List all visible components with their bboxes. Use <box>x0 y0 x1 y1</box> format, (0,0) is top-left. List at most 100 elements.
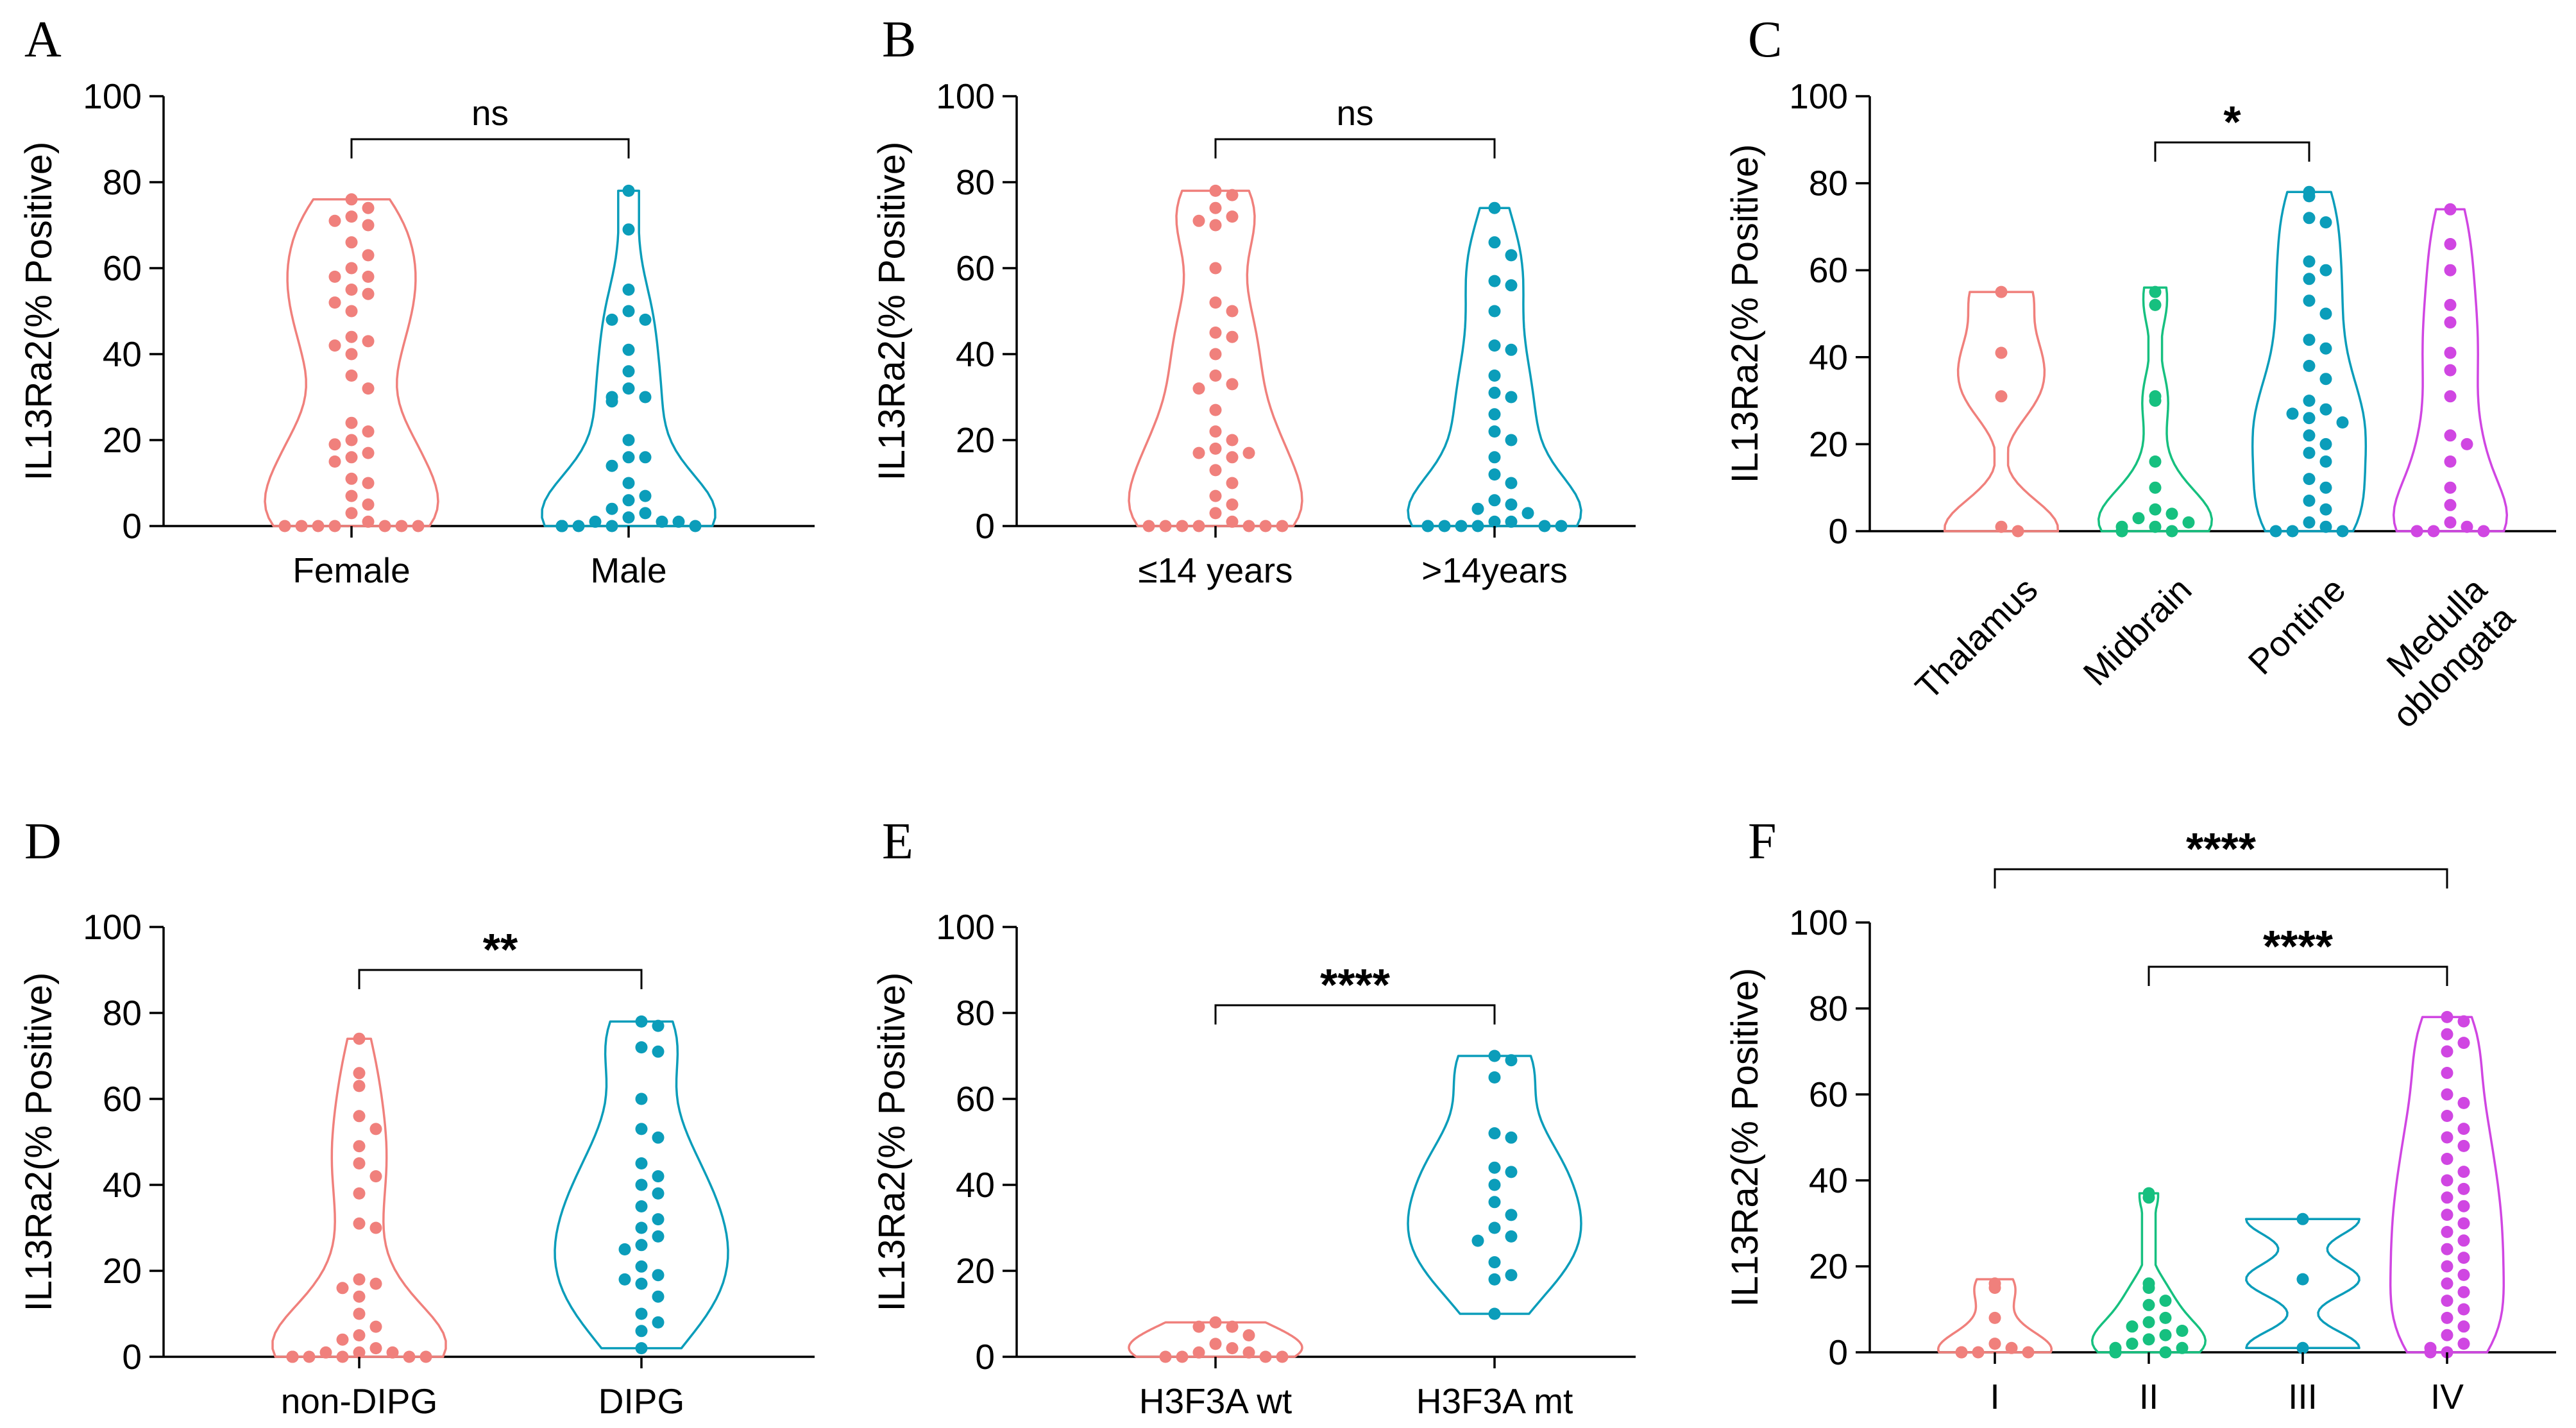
x-category-label: Pontine <box>2241 570 2353 683</box>
data-point <box>1488 370 1501 382</box>
data-point <box>618 1243 631 1255</box>
data-point <box>652 1170 665 1183</box>
data-point <box>403 1350 416 1363</box>
data-point <box>652 1131 665 1144</box>
data-point <box>2444 298 2457 311</box>
data-point <box>1242 520 1255 532</box>
data-point <box>1505 343 1518 356</box>
x-category-label: non-DIPG <box>281 1381 438 1421</box>
data-point <box>2142 1298 2155 1311</box>
data-point <box>2457 1123 2470 1135</box>
data-point <box>1521 507 1534 520</box>
data-point <box>1192 1320 1205 1333</box>
data-point <box>328 438 341 451</box>
data-point <box>2176 1341 2189 1354</box>
data-point <box>635 1221 648 1234</box>
data-point <box>622 477 635 489</box>
data-point <box>2457 1234 2470 1247</box>
data-point <box>369 1123 382 1135</box>
y-tick-label: 0 <box>122 1337 142 1377</box>
violin-II <box>2090 1192 2207 1354</box>
data-point <box>2457 1303 2470 1316</box>
data-point <box>1505 391 1518 404</box>
data-point <box>1226 477 1239 489</box>
y-tick-label: 60 <box>1809 1075 1848 1114</box>
data-point <box>2109 1346 2122 1359</box>
data-point <box>2176 1325 2189 1337</box>
data-point <box>652 1269 665 1282</box>
data-point <box>1471 502 1484 515</box>
data-point <box>2005 1341 2018 1354</box>
data-point <box>2159 1295 2172 1307</box>
data-point <box>2441 1191 2453 1204</box>
data-point <box>2457 1268 2470 1281</box>
data-point <box>2149 481 2162 494</box>
y-axis-label: IL13Ra2(% Positive) <box>18 142 60 481</box>
data-point <box>362 335 375 348</box>
data-point <box>622 434 635 446</box>
data-point <box>2149 520 2162 533</box>
data-point <box>336 1333 349 1346</box>
x-category-label: >14years <box>1421 550 1568 590</box>
data-point <box>1159 1350 1172 1363</box>
data-point <box>2303 190 2316 203</box>
y-tick-label: 0 <box>975 506 995 546</box>
data-point <box>353 1157 366 1169</box>
data-point <box>2441 1260 2453 1273</box>
data-point <box>2319 503 2332 516</box>
data-point <box>2441 1045 2453 1058</box>
data-point <box>1209 489 1222 502</box>
data-point <box>2142 1191 2155 1204</box>
significance-bracket <box>350 138 630 158</box>
data-point <box>2303 273 2316 285</box>
panel-E: E IL13Ra2(% Positive) 0 20 40 60 80 100 H3F3A wt… <box>871 813 1636 1421</box>
data-point <box>1488 339 1501 352</box>
panel-A: A IL13Ra2(% Positive) 0 20 40 60 80 100 Female Ma… <box>18 12 815 590</box>
data-point <box>2461 520 2473 533</box>
data-point <box>1455 520 1468 532</box>
data-point <box>2142 1316 2155 1329</box>
y-tick-label: 0 <box>1828 511 1848 551</box>
data-point <box>1242 446 1255 459</box>
data-point <box>1209 348 1222 361</box>
data-point <box>1505 1269 1518 1282</box>
data-point <box>1471 1234 1484 1247</box>
data-point <box>312 520 325 532</box>
data-point <box>2411 525 2423 538</box>
data-point <box>1538 520 1551 532</box>
violin-non-DIPG <box>271 1037 447 1358</box>
data-point <box>345 210 358 223</box>
data-point <box>345 434 358 446</box>
x-category-label: Male <box>590 550 666 590</box>
data-point <box>1226 1320 1239 1333</box>
data-point <box>1226 1342 1239 1355</box>
data-point <box>278 520 291 532</box>
x-category-label-line: Pontine <box>2241 570 2353 683</box>
data-point <box>2182 516 2195 529</box>
data-point <box>1505 498 1518 511</box>
significance-label: ** <box>483 924 518 974</box>
data-point <box>2441 1174 2453 1187</box>
data-point <box>2159 1329 2172 1341</box>
data-point <box>2319 438 2332 450</box>
data-point <box>2336 525 2349 538</box>
data-point <box>1488 1256 1501 1269</box>
y-tick-label: 100 <box>83 76 142 116</box>
data-point <box>2457 1182 2470 1195</box>
data-point <box>555 520 568 532</box>
data-point <box>369 1342 382 1355</box>
data-point <box>652 1290 665 1303</box>
data-point <box>1488 494 1501 507</box>
data-point <box>353 1140 366 1153</box>
data-point <box>656 515 668 528</box>
data-point <box>2444 316 2457 329</box>
y-tick-label: 40 <box>103 1165 142 1205</box>
data-point <box>652 1316 665 1329</box>
data-point <box>2457 1252 2470 1264</box>
data-point <box>1226 434 1239 446</box>
data-point <box>353 1067 366 1080</box>
violin-H3F3A wt <box>1128 1321 1303 1358</box>
data-point <box>2296 1273 2309 1286</box>
data-point <box>2441 1295 2453 1307</box>
significance-bracket <box>358 969 643 989</box>
